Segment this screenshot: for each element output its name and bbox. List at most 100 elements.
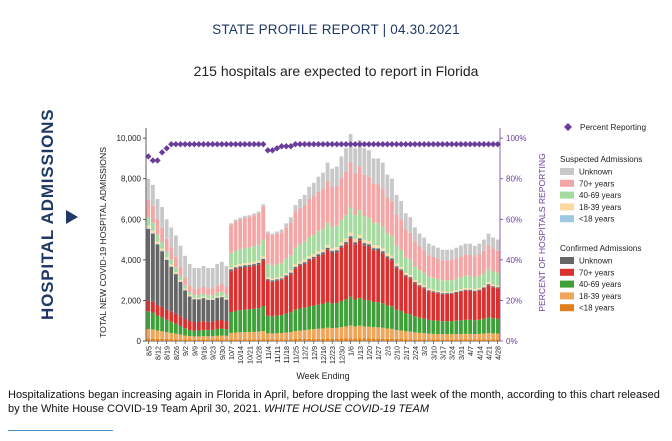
bar-segment <box>399 339 404 341</box>
bar-segment <box>367 150 371 177</box>
bar-segment <box>174 235 178 257</box>
bar-segment <box>174 256 178 268</box>
bar-segment <box>270 280 275 282</box>
bar-segment <box>164 259 169 310</box>
bar-segment <box>256 264 261 309</box>
bar-segment <box>298 265 302 309</box>
section-title-hospital-admissions: HOSPITAL ADMISSIONS <box>38 108 57 320</box>
bar-segment <box>288 222 293 256</box>
bar-segment <box>206 299 210 322</box>
percent-reporting-point <box>425 141 432 148</box>
bar-segment <box>495 333 500 340</box>
bar-segment <box>495 318 500 334</box>
bar-segment <box>495 250 500 273</box>
bar-segment <box>491 333 495 340</box>
bar-segment <box>316 191 321 232</box>
percent-reporting-point <box>476 141 483 148</box>
caption-divider <box>8 430 113 431</box>
bar-segment <box>238 310 243 333</box>
percent-reporting-point <box>227 141 235 148</box>
bar-segment <box>307 199 312 237</box>
bar-segment <box>256 211 261 214</box>
bar-segment <box>431 245 436 258</box>
bar-segment <box>155 338 160 341</box>
bar-segment <box>399 310 404 331</box>
bar-segment <box>325 301 330 328</box>
bar-segment <box>367 246 371 301</box>
bar-segment <box>178 316 183 326</box>
bar-segment <box>440 280 445 292</box>
percent-reporting-point <box>269 147 276 154</box>
caption-text: Hospitalizations began increasing again … <box>8 389 660 415</box>
legend-confirmed-swatch <box>560 304 574 312</box>
bar-segment <box>265 280 270 316</box>
bar-segment <box>348 338 353 341</box>
bar-segment <box>146 225 151 229</box>
bar-segment <box>394 309 399 331</box>
x-tick-label: 3/10 <box>429 346 438 360</box>
bar-segment <box>380 248 385 251</box>
bar-segment <box>463 333 468 340</box>
bar-segment <box>330 328 335 339</box>
bar-segment <box>238 267 243 311</box>
bar-segment <box>155 241 160 244</box>
bar-segment <box>472 334 477 340</box>
percent-reporting-point <box>255 141 262 148</box>
bar-segment <box>459 289 463 291</box>
bar-segment <box>302 204 307 242</box>
bar-segment <box>468 243 472 255</box>
bar-segment <box>183 339 187 341</box>
bar-segment <box>307 186 312 200</box>
bar-segment <box>192 321 197 331</box>
bar-segment <box>192 294 197 298</box>
bar-segment <box>238 339 243 341</box>
bar-segment <box>288 217 293 223</box>
percent-reporting-point <box>200 141 207 148</box>
percent-reporting-point <box>246 141 253 148</box>
percent-reporting-point <box>264 147 272 154</box>
bar-segment <box>316 338 321 341</box>
percent-reporting-point <box>315 141 322 148</box>
bar-segment <box>445 339 450 341</box>
bar-segment <box>426 255 431 277</box>
bar-segment <box>454 339 459 341</box>
x-tick-label: 12/30 <box>337 346 346 364</box>
bar-segment <box>265 231 270 234</box>
bar-segment <box>256 244 261 261</box>
bar-segment <box>413 280 417 282</box>
bar-segment <box>242 332 247 340</box>
percent-reporting-point <box>204 141 212 148</box>
percent-reporting-point <box>292 141 299 148</box>
bar-segment <box>380 327 385 339</box>
bar-segment <box>224 299 229 322</box>
bar-segment <box>334 250 339 253</box>
report-header: STATE PROFILE REPORT | 04.30.2021 <box>212 22 460 37</box>
bar-segment <box>348 296 353 326</box>
bar-segment <box>261 258 266 259</box>
bar-segment <box>252 261 256 264</box>
bar-segment <box>311 338 316 341</box>
bar-segment <box>178 266 183 276</box>
bar-segment <box>293 264 298 267</box>
bar-segment <box>284 339 289 341</box>
bar-segment <box>436 293 440 321</box>
x-tick-label: 10/14 <box>236 346 245 364</box>
bar-segment <box>385 174 390 198</box>
bar-segment <box>491 284 495 286</box>
bar-segment <box>252 264 256 266</box>
x-tick-label: 12/23 <box>328 346 337 364</box>
bar-segment <box>146 311 151 329</box>
bar-segment <box>261 206 266 240</box>
bar-segment <box>371 250 376 302</box>
bar-segment <box>201 329 206 337</box>
bar-segment <box>293 309 298 332</box>
bar-segment <box>431 289 436 291</box>
bar-segment <box>376 302 381 328</box>
bar-segment <box>390 306 394 329</box>
bar-segment <box>454 334 459 340</box>
bar-segment <box>440 294 445 322</box>
bar-segment <box>371 248 376 251</box>
percent-reporting-point <box>195 141 203 148</box>
bar-segment <box>316 253 321 255</box>
bar-segment <box>362 326 367 339</box>
